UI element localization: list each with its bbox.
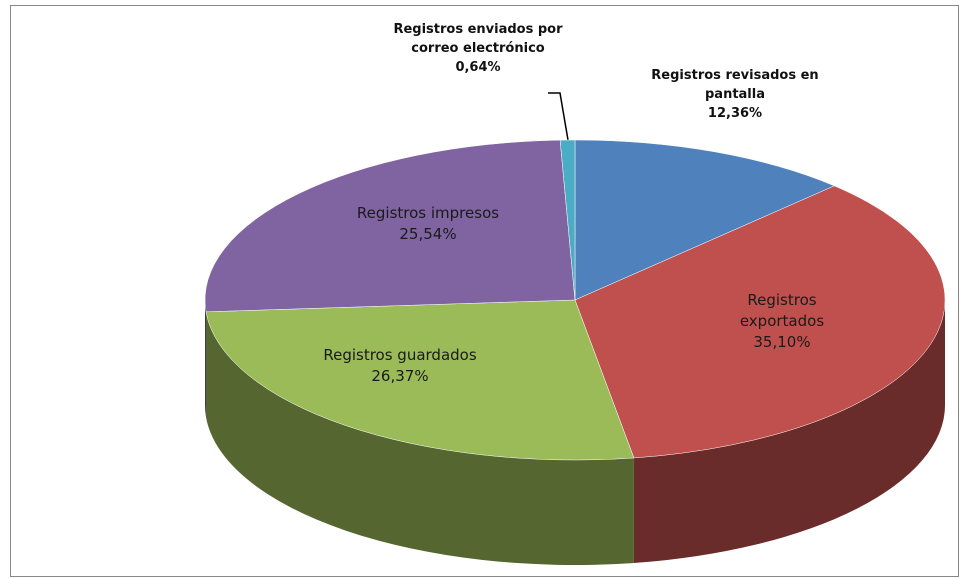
category-label: Registros enviados por correo electrónic… (393, 22, 563, 56)
slice-side-shade (206, 311, 634, 565)
value-label: 12,36% (707, 106, 763, 121)
slice (204, 139, 576, 313)
slice-side-group (633, 300, 945, 563)
category-label: Registros revisados en pantalla (651, 68, 819, 102)
slice (574, 185, 946, 459)
value-label: 0,64% (455, 60, 501, 75)
slice (205, 299, 635, 461)
slice-side (205, 300, 207, 417)
slice-side-shade (633, 300, 945, 563)
data-label: Registros guardados 26,37% (290, 345, 510, 387)
leader-line (548, 92, 569, 141)
value-label: 25,54% (399, 225, 457, 243)
slice-side (633, 300, 945, 563)
slice-side-shade (205, 300, 207, 417)
slice (574, 139, 835, 301)
category-label: Registros impresos (356, 204, 500, 222)
slice-side-group (205, 300, 207, 417)
data-label: Registros enviados por correo electrónic… (393, 20, 563, 77)
slice-side-group (206, 311, 634, 565)
data-label: Registros revisados en pantalla 12,36% (645, 66, 825, 123)
slice-side (206, 311, 634, 565)
slice (559, 139, 576, 301)
value-label: 35,10% (753, 333, 811, 351)
data-label: Registros exportados 35,10% (717, 290, 847, 353)
category-label: Registros exportados (739, 291, 825, 330)
data-label: Registros impresos 25,54% (318, 203, 538, 245)
value-label: 26,37% (371, 367, 429, 385)
category-label: Registros guardados (323, 346, 477, 364)
